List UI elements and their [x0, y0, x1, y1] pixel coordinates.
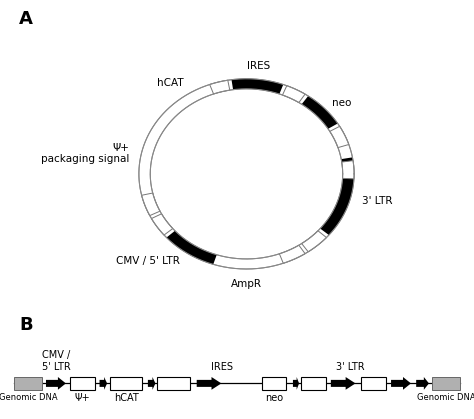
Polygon shape: [342, 160, 354, 179]
Polygon shape: [283, 86, 305, 103]
Text: IRES: IRES: [211, 362, 233, 372]
Text: hCAT: hCAT: [114, 393, 138, 403]
Polygon shape: [152, 214, 173, 235]
Polygon shape: [148, 377, 155, 390]
Polygon shape: [166, 231, 217, 264]
Bar: [14, 377, 42, 390]
Text: AmpR: AmpR: [231, 279, 262, 290]
Text: Ψ+: Ψ+: [75, 393, 90, 403]
Polygon shape: [100, 377, 107, 390]
Polygon shape: [301, 231, 327, 252]
Polygon shape: [293, 377, 299, 390]
Text: Ψ+
packaging signal: Ψ+ packaging signal: [41, 143, 129, 165]
Bar: [301, 377, 326, 390]
Polygon shape: [416, 377, 429, 390]
Text: neo: neo: [265, 393, 283, 403]
Polygon shape: [330, 127, 349, 147]
Text: Genomic DNA: Genomic DNA: [417, 393, 474, 402]
Polygon shape: [231, 79, 283, 94]
Bar: [361, 377, 386, 390]
Text: IRES: IRES: [247, 61, 270, 71]
Text: CMV / 5' LTR: CMV / 5' LTR: [117, 256, 180, 266]
Polygon shape: [391, 377, 411, 390]
Polygon shape: [210, 80, 230, 94]
Text: 3' LTR: 3' LTR: [362, 196, 392, 206]
Polygon shape: [331, 377, 356, 390]
Bar: [70, 377, 95, 390]
Text: CMV /
5' LTR: CMV / 5' LTR: [42, 350, 70, 372]
Text: A: A: [19, 10, 33, 28]
Polygon shape: [320, 158, 354, 235]
Text: hCAT: hCAT: [157, 78, 183, 88]
Bar: [110, 377, 142, 390]
Polygon shape: [142, 193, 160, 216]
Text: 3' LTR: 3' LTR: [337, 362, 365, 372]
Polygon shape: [139, 79, 354, 269]
Bar: [432, 377, 460, 390]
Bar: [262, 377, 286, 390]
Text: Genomic DNA: Genomic DNA: [0, 393, 57, 402]
Polygon shape: [279, 245, 305, 263]
Bar: [157, 377, 190, 390]
Polygon shape: [301, 96, 338, 129]
Polygon shape: [197, 377, 221, 390]
Text: neo: neo: [332, 98, 352, 108]
Polygon shape: [46, 377, 66, 390]
Text: B: B: [19, 316, 33, 334]
